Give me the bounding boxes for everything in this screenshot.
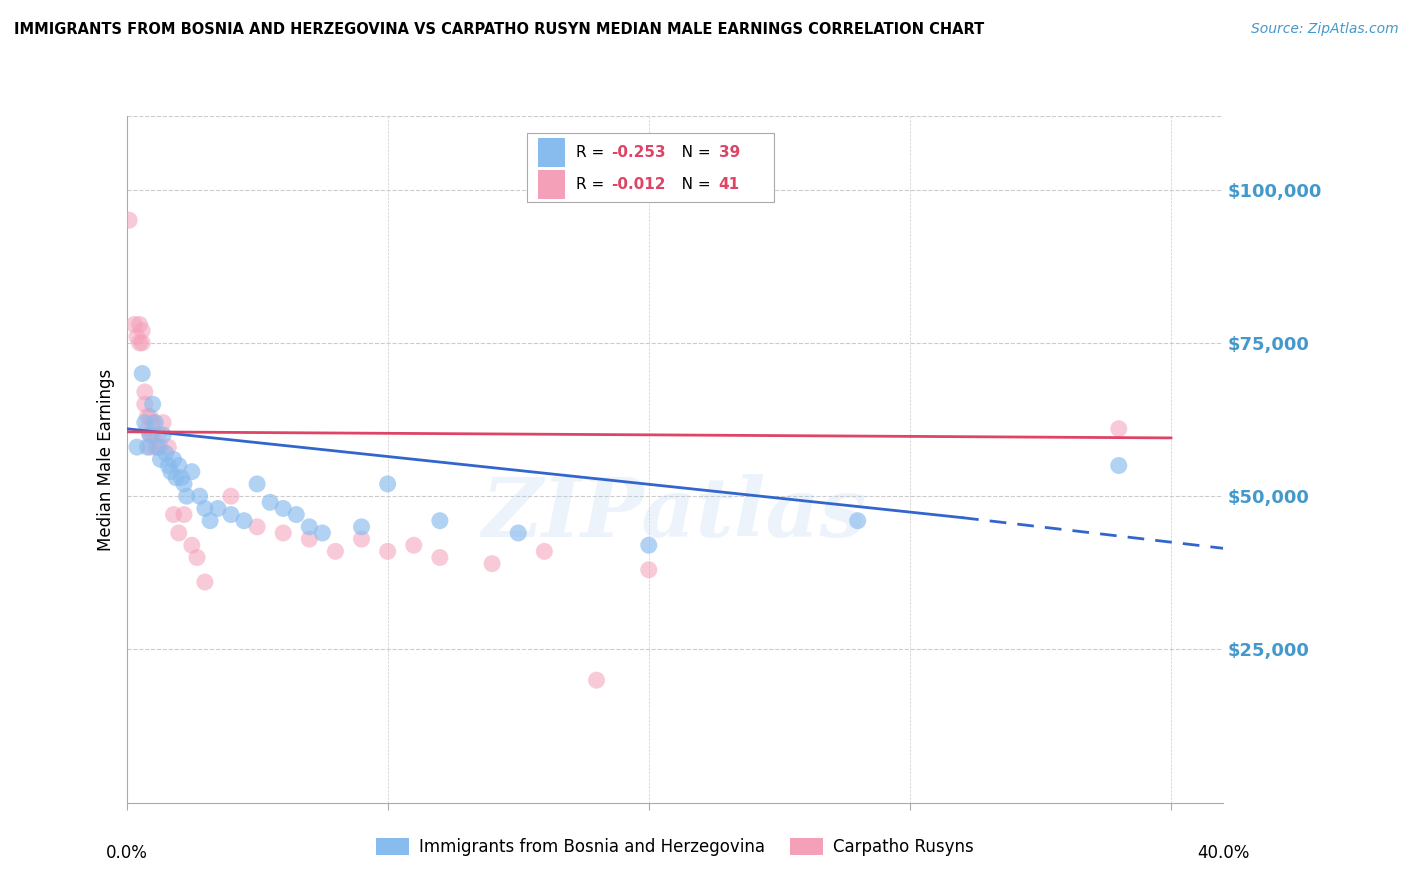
Point — [246, 476, 269, 491]
Text: 41: 41 — [718, 178, 740, 192]
Point — [173, 476, 195, 491]
Point — [125, 330, 148, 344]
Text: R =: R = — [576, 178, 609, 192]
Point — [325, 544, 347, 558]
Point — [155, 446, 177, 460]
Point — [271, 525, 294, 540]
Point — [118, 213, 141, 227]
Point — [146, 427, 169, 442]
Point — [152, 416, 174, 430]
Point — [533, 544, 555, 558]
Point — [162, 508, 184, 522]
Text: Source: ZipAtlas.com: Source: ZipAtlas.com — [1251, 22, 1399, 37]
Point — [167, 525, 190, 540]
FancyBboxPatch shape — [527, 133, 773, 202]
Point — [128, 318, 150, 332]
Point — [350, 532, 373, 546]
Text: R =: R = — [576, 145, 609, 160]
Point — [377, 544, 399, 558]
Point — [233, 514, 256, 528]
Point — [143, 416, 166, 430]
Text: N =: N = — [668, 145, 716, 160]
Text: ZIPatlas: ZIPatlas — [482, 475, 868, 554]
Text: 0.0%: 0.0% — [105, 844, 148, 862]
Point — [160, 465, 183, 479]
Point — [134, 397, 156, 411]
Point — [142, 397, 165, 411]
Point — [134, 384, 156, 399]
Point — [173, 508, 195, 522]
Point — [157, 458, 180, 473]
Point — [1108, 458, 1130, 473]
Point — [194, 501, 217, 516]
Point — [143, 440, 166, 454]
Point — [180, 538, 202, 552]
Point — [139, 409, 162, 424]
Point — [162, 452, 184, 467]
Point — [207, 501, 229, 516]
FancyBboxPatch shape — [537, 170, 565, 199]
Point — [136, 409, 159, 424]
Text: -0.253: -0.253 — [612, 145, 666, 160]
Point — [170, 471, 193, 485]
Point — [136, 440, 159, 454]
Point — [198, 514, 221, 528]
FancyBboxPatch shape — [537, 138, 565, 167]
Point — [377, 476, 399, 491]
Point — [134, 416, 156, 430]
Point — [350, 520, 373, 534]
Point — [136, 422, 159, 436]
Point — [585, 673, 607, 687]
Point — [188, 489, 211, 503]
Text: 39: 39 — [718, 145, 740, 160]
Point — [508, 525, 530, 540]
Point — [131, 335, 153, 350]
Text: IMMIGRANTS FROM BOSNIA AND HERZEGOVINA VS CARPATHO RUSYN MEDIAN MALE EARNINGS CO: IMMIGRANTS FROM BOSNIA AND HERZEGOVINA V… — [14, 22, 984, 37]
Point — [124, 318, 146, 332]
Point — [139, 427, 162, 442]
Point — [186, 550, 208, 565]
Point — [637, 538, 659, 552]
Point — [146, 440, 169, 454]
Point — [139, 440, 162, 454]
Point — [298, 532, 321, 546]
Text: -0.012: -0.012 — [612, 178, 666, 192]
Point — [429, 514, 451, 528]
Point — [246, 520, 269, 534]
Point — [219, 508, 242, 522]
Point — [298, 520, 321, 534]
Point — [194, 574, 217, 589]
Point — [429, 550, 451, 565]
Text: N =: N = — [668, 178, 716, 192]
Point — [139, 427, 162, 442]
Point — [149, 440, 172, 454]
Point — [142, 427, 165, 442]
Point — [131, 324, 153, 338]
Point — [637, 563, 659, 577]
Point — [128, 335, 150, 350]
Point — [402, 538, 425, 552]
Point — [142, 416, 165, 430]
Text: 40.0%: 40.0% — [1197, 844, 1250, 862]
Point — [311, 525, 333, 540]
Point — [176, 489, 198, 503]
Point — [125, 440, 148, 454]
Legend: Immigrants from Bosnia and Herzegovina, Carpatho Rusyns: Immigrants from Bosnia and Herzegovina, … — [368, 831, 981, 863]
Y-axis label: Median Male Earnings: Median Male Earnings — [97, 368, 115, 550]
Point — [285, 508, 308, 522]
Point — [481, 557, 503, 571]
Point — [149, 452, 172, 467]
Point — [1108, 422, 1130, 436]
Point — [131, 367, 153, 381]
Point — [259, 495, 281, 509]
Point — [167, 458, 190, 473]
Point — [165, 471, 187, 485]
Point — [219, 489, 242, 503]
Point — [157, 440, 180, 454]
Point — [271, 501, 294, 516]
Point — [180, 465, 202, 479]
Point — [152, 427, 174, 442]
Point — [846, 514, 869, 528]
